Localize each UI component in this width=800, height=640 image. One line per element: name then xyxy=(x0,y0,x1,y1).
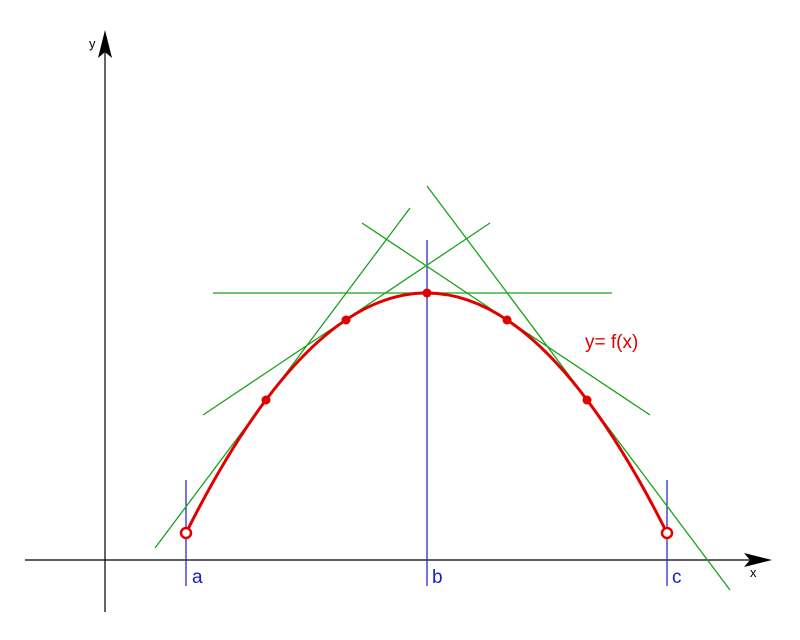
point xyxy=(341,315,351,325)
label-a: a xyxy=(192,567,203,588)
y-label: y xyxy=(89,36,96,51)
point xyxy=(422,288,432,298)
label-c: c xyxy=(672,567,682,588)
point xyxy=(582,395,592,405)
y-arrow xyxy=(98,30,112,58)
function-label: y= f(x) xyxy=(585,332,638,353)
point xyxy=(261,395,271,405)
open-endpoint xyxy=(179,526,193,540)
x-label: x xyxy=(750,565,757,580)
x-arrow xyxy=(744,553,772,567)
label-b: b xyxy=(432,567,443,588)
open-endpoint xyxy=(660,526,674,540)
point xyxy=(502,315,512,325)
